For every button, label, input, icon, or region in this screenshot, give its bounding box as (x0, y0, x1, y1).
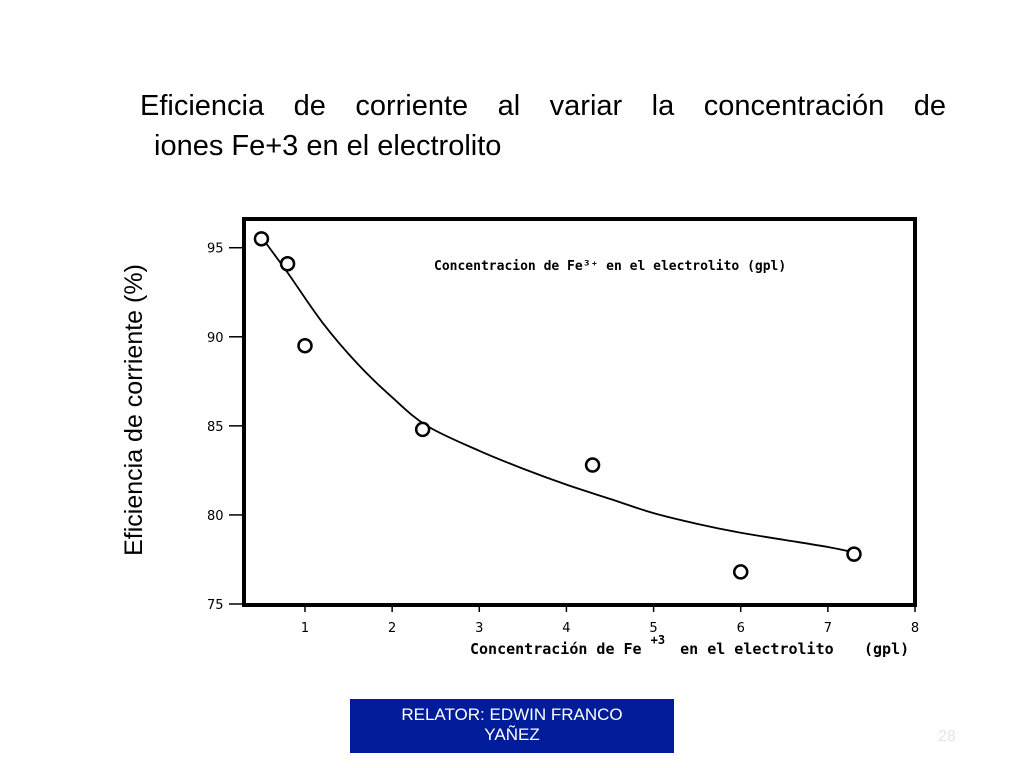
data-point (253, 231, 270, 247)
x-tick-label: 1 (301, 621, 309, 636)
x-axis-label: Concentración de Fe +3 en el electrolito… (470, 630, 909, 658)
presenter-line1: RELATOR: EDWIN FRANCO (401, 705, 623, 724)
page-number: 28 (938, 728, 956, 745)
title-word: la (651, 90, 675, 122)
plot-frame (242, 217, 917, 607)
y-axis-label: Eficiencia de corriente (%) (120, 264, 148, 556)
presenter-line2: YAÑEZ (484, 725, 540, 744)
x-tick-label: 4 (562, 621, 570, 636)
data-point (846, 546, 862, 562)
x-tick-label: 5 (649, 621, 657, 636)
title-word: de (293, 90, 326, 122)
y-tick-label: 80 (207, 509, 224, 524)
fit-curve (260, 236, 855, 554)
data-point (584, 457, 601, 473)
x-axis-label-suffix: en el electrolito (680, 640, 834, 658)
y-tick-label: 75 (207, 598, 224, 613)
y-axis-ticks: 75 80 85 90 95 (207, 242, 244, 613)
slide-title: Eficiencia de corriente al variar la con… (140, 86, 946, 166)
fit-curve-group (260, 236, 855, 554)
x-axis-label-superscript: +3 (651, 633, 665, 647)
title-word: de (913, 90, 946, 122)
title-word: Eficiencia (140, 90, 265, 122)
data-point (279, 256, 296, 272)
x-tick-label: 3 (475, 621, 483, 636)
data-points (253, 231, 862, 580)
slide-title-line2: iones Fe+3 en el electrolito (154, 130, 502, 162)
y-tick-label: 95 (207, 242, 224, 257)
x-tick-label: 7 (824, 621, 832, 636)
y-tick-label: 90 (207, 331, 224, 346)
data-point (414, 421, 431, 438)
x-axis-ticks: 1 2 3 4 5 6 7 8 (301, 604, 919, 636)
data-point (297, 337, 313, 354)
title-word: corriente (355, 90, 469, 122)
x-axis-label-main: Concentración de Fe (470, 640, 642, 658)
chart-title: Concentracion de Fe³⁺ en el electrolito … (434, 259, 786, 274)
chart: 75 80 85 90 95 1 2 3 4 5 6 7 8 Concentracion de Fe³… (120, 217, 919, 658)
title-word: al (497, 90, 521, 122)
slide-title-line1: Eficiencia de corriente al variar la con… (140, 86, 946, 126)
x-tick-label: 6 (737, 621, 745, 636)
x-tick-label: 8 (911, 621, 919, 636)
data-point (732, 564, 749, 580)
title-word: variar (549, 90, 623, 122)
x-axis-label-unit: (gpl) (864, 640, 909, 658)
title-word: concentración (703, 90, 885, 122)
presenter-box: RELATOR: EDWIN FRANCO YAÑEZ (350, 699, 674, 753)
y-tick-label: 85 (207, 420, 224, 435)
x-tick-label: 2 (388, 621, 396, 636)
